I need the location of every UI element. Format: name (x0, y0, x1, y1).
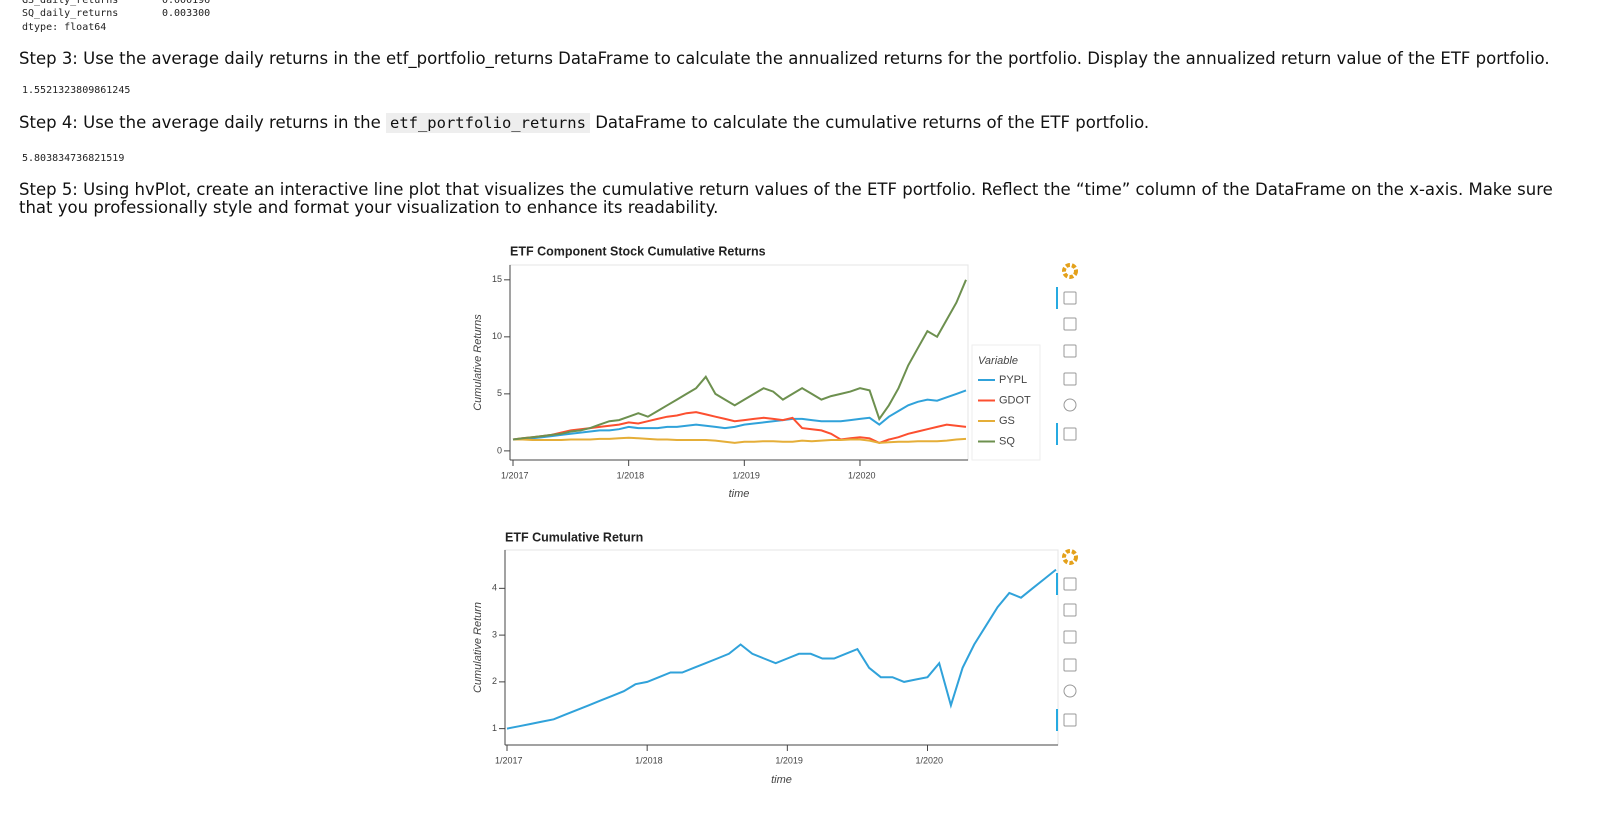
box-zoom-tool[interactable] (1063, 603, 1077, 617)
wheel-zoom-tool[interactable] (1063, 344, 1077, 358)
inline-code: etf_portfolio_returns (385, 113, 590, 133)
output-value: 0.000196 (162, 0, 211, 6)
y-tick-label: 10 (492, 331, 502, 341)
x-axis-label: time (729, 488, 750, 500)
legend-label: GS (999, 415, 1015, 427)
y-tick-label: 4 (492, 583, 497, 593)
data-line (512, 389, 967, 441)
y-tick-label: 2 (492, 676, 497, 686)
step-text: DataFrame to calculate the cumulative re… (595, 113, 1150, 132)
legend-label: PYPL (999, 374, 1027, 386)
x-tick-label: 1/2018 (635, 755, 663, 765)
output-dtype: dtype: float64 (22, 22, 107, 33)
data-line (513, 436, 967, 444)
data-line (512, 279, 967, 441)
box-zoom-tool[interactable] (1063, 317, 1077, 331)
step-text: Step 4: Use the average daily returns in… (19, 113, 381, 132)
save-tool[interactable] (1063, 658, 1077, 672)
step-text: that you professionally style and format… (19, 198, 719, 217)
x-tick-label: 1/2020 (848, 470, 876, 480)
hover-tool[interactable] (1063, 713, 1077, 727)
wheel-zoom-tool[interactable] (1063, 630, 1077, 644)
toolbar (1056, 263, 1078, 445)
y-tick-label: 3 (492, 629, 497, 639)
x-tick-label: 1/2019 (775, 755, 803, 765)
bokeh-logo (1062, 549, 1078, 565)
chart-title: ETF Component Stock Cumulative Returns (510, 244, 766, 258)
x-tick-label: 1/2017 (495, 755, 523, 765)
toolbar (1056, 549, 1078, 731)
legend-label: SQ (999, 435, 1015, 447)
step-text: Step 3: Use the average daily returns in… (19, 49, 1550, 68)
x-tick-label: 1/2017 (501, 470, 529, 480)
cell-output: 1.5521323809861245 (22, 85, 131, 96)
cell-output: 5.803834736821519 (22, 153, 125, 164)
data-line (512, 411, 967, 444)
reset-tool[interactable] (1063, 398, 1077, 412)
output-name: SQ_daily_returns (22, 8, 119, 19)
hover-tool[interactable] (1063, 427, 1077, 441)
step-text: Step 5: Using hvPlot, create an interact… (19, 180, 1553, 199)
save-tool[interactable] (1063, 372, 1077, 386)
x-tick-label: 1/2019 (732, 470, 760, 480)
plot-frame (504, 549, 1059, 746)
y-tick-label: 5 (497, 388, 502, 398)
legend-label: GDOT (999, 394, 1031, 406)
chart-title: ETF Cumulative Return (505, 530, 643, 544)
y-axis-label: Cumulative Returns (472, 314, 484, 411)
pan-tool[interactable] (1063, 291, 1077, 305)
x-tick-label: 1/2018 (617, 470, 645, 480)
bokeh-logo (1062, 263, 1078, 279)
y-tick-label: 0 (497, 445, 502, 455)
pan-tool[interactable] (1063, 577, 1077, 591)
output-value: 0.003300 (162, 8, 211, 19)
output-name: GS_daily_returns (22, 0, 119, 6)
y-tick-label: 15 (492, 274, 502, 284)
data-line (506, 568, 1057, 730)
y-axis-label: Cumulative Return (472, 602, 484, 693)
y-tick-label: 1 (492, 723, 497, 733)
reset-tool[interactable] (1063, 684, 1077, 698)
legend-title: Variable (978, 355, 1018, 367)
step-text: Step 4: Use the average daily returns in… (19, 113, 1150, 133)
x-axis-label: time (771, 774, 792, 786)
x-tick-label: 1/2020 (916, 755, 944, 765)
